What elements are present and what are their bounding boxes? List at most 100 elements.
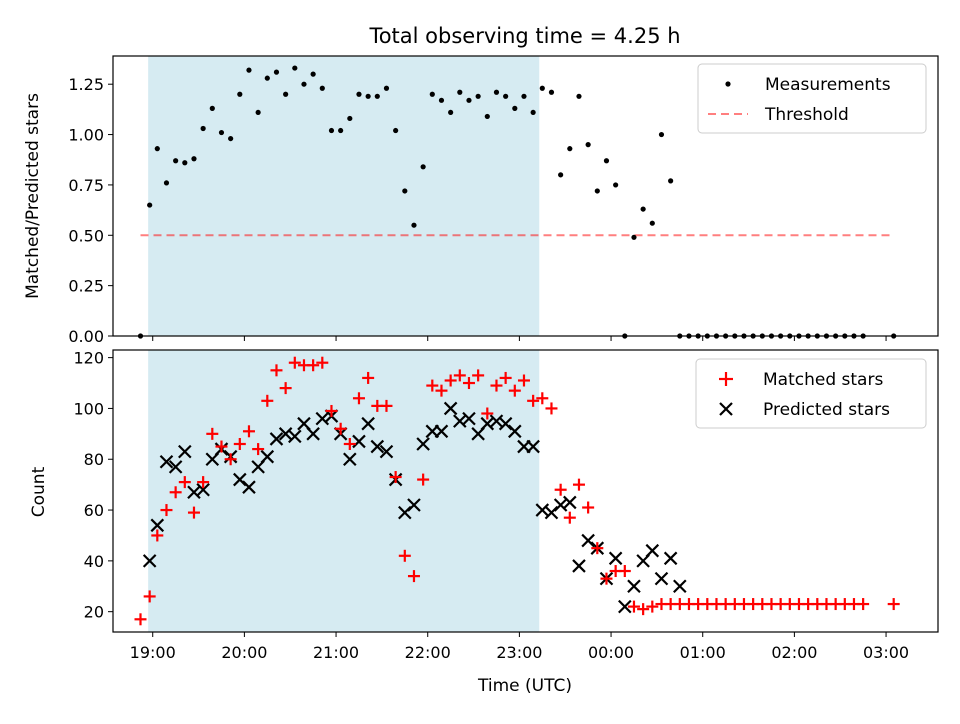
predicted-star-point (352, 434, 366, 449)
matched-star-point (261, 394, 274, 407)
predicted-star-point (416, 437, 430, 451)
predicted-star-point (627, 579, 641, 594)
predicted-star-point (142, 554, 157, 568)
matched-star-point (453, 369, 466, 382)
measurement-point (539, 85, 545, 91)
predicted-star-point (462, 411, 476, 426)
measurement-point (503, 93, 509, 99)
bottom-y-axis-label: Count (29, 466, 49, 517)
matched-star-point (224, 453, 237, 466)
measurement-point (420, 164, 426, 170)
predicted-star-point (178, 444, 192, 459)
legend-predicted-label: Predicted stars (763, 400, 890, 420)
measurement-point (182, 160, 188, 166)
measurement-point (218, 129, 225, 136)
measurement-point (567, 146, 573, 152)
matched-star-point (490, 379, 503, 392)
measurement-point (613, 182, 619, 188)
predicted-star-point (508, 424, 522, 439)
measurement-point (383, 85, 390, 91)
measurement-point (200, 125, 206, 132)
matched-star-point (362, 371, 375, 384)
x-tick-label: 22:00 (405, 643, 451, 662)
measurement-point (319, 85, 325, 91)
legend-matched-marker (719, 372, 733, 386)
measurement-point (147, 202, 153, 208)
matched-star-point (481, 407, 494, 420)
measurement-point (402, 188, 408, 194)
predicted-star-point (434, 424, 449, 439)
predicted-star-point (168, 460, 183, 474)
measurement-point (576, 93, 582, 99)
measurement-point (209, 105, 215, 111)
x-tick-label: 01:00 (680, 643, 726, 662)
measurement-point (273, 69, 280, 75)
matched-star-point (252, 443, 265, 456)
matched-star-point (527, 394, 540, 407)
bottom-legend: Matched stars Predicted stars (695, 358, 927, 429)
measurement-point (493, 89, 500, 95)
predicted-star-point (526, 439, 540, 454)
matched-star-point (462, 377, 475, 390)
predicted-star-point (159, 455, 174, 469)
top-y-tick-label: 1.00 (68, 126, 104, 145)
predicted-star-point (306, 427, 320, 441)
matched-star-point (407, 570, 420, 583)
matched-star-point (517, 374, 530, 387)
top-legend-box (697, 63, 927, 134)
legend-measurements-label: Measurements (765, 75, 891, 95)
predicted-star-point (242, 480, 256, 494)
matched-star-point (389, 471, 402, 484)
measurement-point (365, 93, 371, 99)
predicted-star-point (196, 482, 210, 497)
measurement-point (649, 220, 655, 226)
top-y-axis-label: Matched/Predicted stars (23, 93, 43, 299)
predicted-star-point (663, 551, 678, 566)
top-y-tick-label: 0.00 (68, 327, 104, 346)
matched-star-point (637, 603, 650, 616)
measurement-point (603, 158, 610, 164)
matched-star-point (178, 476, 191, 489)
matched-star-point (215, 440, 228, 453)
measurement-point (374, 93, 380, 99)
predicted-star-point (563, 495, 577, 510)
predicted-star-point (645, 543, 660, 558)
matched-star-point (887, 598, 900, 611)
measurement-point (640, 206, 646, 212)
measurement-point (292, 65, 298, 71)
matched-star-point (618, 565, 631, 578)
x-tick-label: 03:00 (863, 643, 909, 662)
measurement-point (264, 75, 270, 81)
matched-star-point (563, 511, 576, 524)
top-y-tick-label: 1.25 (68, 75, 104, 94)
bottom-panel: 19:00 20:00 21:00 22:00 23:00 00:00 01:00 02:00… (29, 349, 939, 696)
x-tick-label: 23:00 (496, 643, 542, 662)
measurement-point (228, 135, 234, 142)
predicted-star-point (443, 401, 458, 416)
measurement-point (512, 105, 518, 111)
bottom-y-tick-label: 120 (73, 349, 104, 368)
predicted-star-point (553, 498, 568, 512)
matched-star-point (508, 384, 521, 397)
predicted-star-point (608, 551, 623, 566)
measurement-point (173, 158, 179, 164)
measurement-point (466, 97, 472, 103)
matched-star-point (591, 542, 604, 555)
bottom-axes-frame (112, 349, 939, 633)
predicted-star-point (654, 571, 669, 586)
matched-star-point (435, 384, 448, 397)
matched-star-point (426, 379, 439, 392)
top-y-tick-label: 0.75 (68, 176, 104, 195)
top-axes-frame (112, 55, 939, 337)
matched-star-point (554, 483, 567, 496)
measurement-point (255, 109, 261, 116)
top-y-tick-label: 0.25 (68, 277, 104, 296)
measurement-point (484, 113, 490, 120)
measurement-point (594, 188, 600, 194)
matched-star-point (398, 549, 411, 562)
measurement-point (668, 178, 674, 184)
predicted-star-point (618, 599, 632, 614)
matched-star-point (417, 473, 430, 486)
measurement-point (356, 91, 362, 97)
measurement-point (154, 146, 160, 152)
